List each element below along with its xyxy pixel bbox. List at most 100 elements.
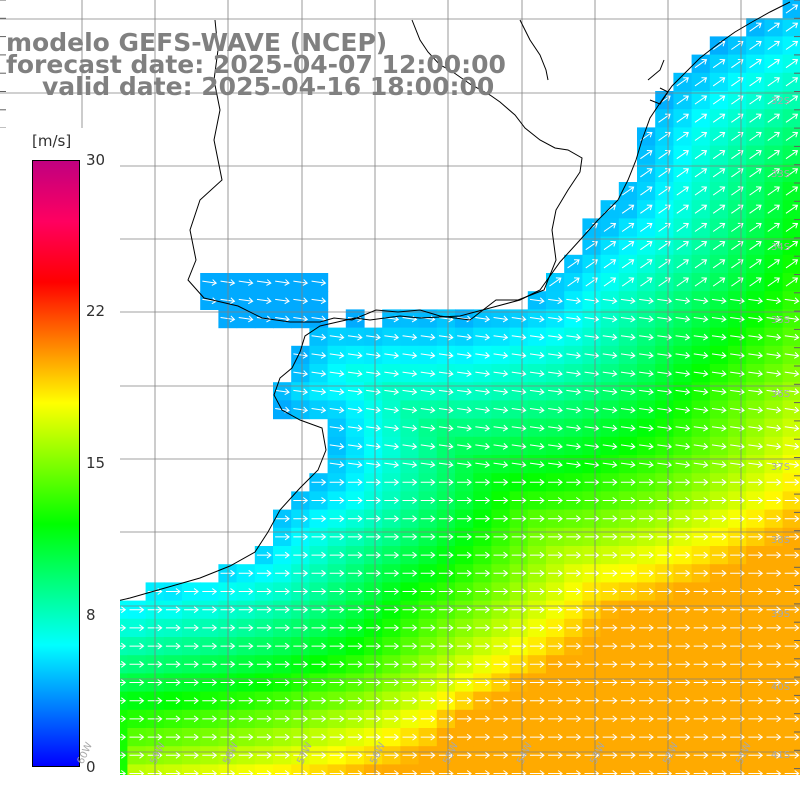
wind-arrow [566, 406, 582, 414]
wind-arrow [184, 606, 199, 614]
wind-arrow [511, 388, 527, 396]
wind-arrow [640, 259, 653, 269]
wind-arrow [694, 241, 708, 251]
wind-arrow [493, 624, 509, 632]
wind-arrow [785, 277, 799, 287]
wind-arrow [584, 533, 600, 541]
wind-arrow [256, 660, 272, 668]
wind-arrow [438, 588, 454, 595]
wind-arrow [711, 533, 727, 541]
wind-arrow [293, 315, 309, 323]
wind-arrow [275, 588, 290, 595]
wind-arrow [621, 259, 635, 269]
wind-arrow [511, 461, 527, 468]
wind-arrow [766, 751, 782, 759]
wind-arrow [548, 478, 563, 486]
wind-arrow [784, 697, 800, 705]
wind-arrow [184, 770, 199, 775]
field-cell [782, 764, 800, 775]
wind-arrow [475, 624, 491, 632]
wind-arrow [202, 751, 218, 759]
wind-arrow [511, 406, 527, 414]
wind-arrow [511, 588, 527, 595]
field-cell [491, 764, 511, 775]
wind-arrow [694, 150, 708, 160]
wind-arrow [712, 222, 726, 232]
wind-arrow [511, 715, 527, 723]
wind-arrow [657, 478, 673, 486]
wind-arrow [620, 461, 636, 468]
wind-arrow [548, 606, 563, 614]
wind-arrow [165, 660, 181, 668]
wind-arrow [549, 277, 562, 287]
wind-arrow [311, 297, 327, 305]
wind-arrow [785, 77, 799, 87]
wind-arrow [184, 733, 199, 741]
wind-arrow [620, 297, 636, 305]
wind-arrow [639, 697, 654, 705]
wind-arrow [548, 424, 563, 432]
colorbar [32, 160, 80, 767]
wind-arrow [548, 442, 563, 450]
wind-arrow [511, 569, 527, 577]
wind-arrow [693, 333, 709, 341]
wind-arrow [184, 715, 199, 723]
wind-arrow [184, 642, 199, 650]
wind-arrow [457, 569, 472, 577]
wind-arrow [475, 515, 491, 523]
wind-arrow [675, 770, 691, 775]
wind-arrow [620, 351, 636, 359]
wind-arrow [749, 186, 762, 196]
wind-arrow [548, 297, 563, 305]
wind-arrow [457, 442, 472, 450]
wind-arrow [475, 333, 491, 341]
wind-arrow [693, 624, 709, 632]
wind-arrow [584, 588, 600, 595]
wind-arrow [293, 679, 309, 686]
wind-arrow [748, 770, 764, 775]
wind-arrow [220, 315, 236, 323]
wind-arrow [603, 222, 617, 232]
wind-arrow [475, 569, 491, 577]
wind-arrow [766, 569, 782, 577]
wind-arrow [165, 588, 181, 595]
wind-arrow [475, 315, 491, 323]
wind-arrow [293, 551, 309, 559]
wind-arrow [640, 241, 653, 251]
wind-arrow [420, 715, 436, 723]
wind-arrow [620, 569, 636, 577]
wind-arrow [402, 461, 418, 468]
wind-arrow [748, 697, 764, 705]
wind-arrow [767, 168, 780, 178]
wind-arrow [584, 679, 600, 686]
wind-arrow [712, 241, 726, 251]
wind-arrow [529, 497, 545, 504]
wind-arrow [676, 150, 689, 160]
wind-arrow [639, 424, 654, 432]
wind-arrow [493, 388, 509, 396]
wind-arrow [275, 642, 290, 650]
wind-arrow [566, 733, 582, 741]
wind-arrow [675, 606, 691, 614]
wind-arrow [402, 351, 418, 359]
latitude-label: 41S [771, 750, 791, 761]
field-cell [200, 764, 219, 775]
wind-arrow [293, 770, 309, 775]
wind-arrow [766, 660, 782, 668]
wind-arrow [711, 370, 727, 377]
wind-arrow [730, 733, 745, 741]
wind-arrow [420, 424, 436, 432]
wind-arrow [766, 424, 782, 432]
wind-arrow [366, 679, 381, 686]
wind-arrow [766, 588, 782, 595]
wind-arrow [293, 642, 309, 650]
wind-arrow [384, 751, 400, 759]
wind-arrow [749, 150, 762, 160]
wind-arrow [639, 642, 654, 650]
wind-arrow [657, 551, 673, 559]
wind-arrow [220, 279, 236, 286]
border-line [187, 19, 583, 323]
wind-arrow [767, 204, 780, 214]
wind-arrow [529, 515, 545, 523]
wind-arrow [493, 461, 509, 468]
